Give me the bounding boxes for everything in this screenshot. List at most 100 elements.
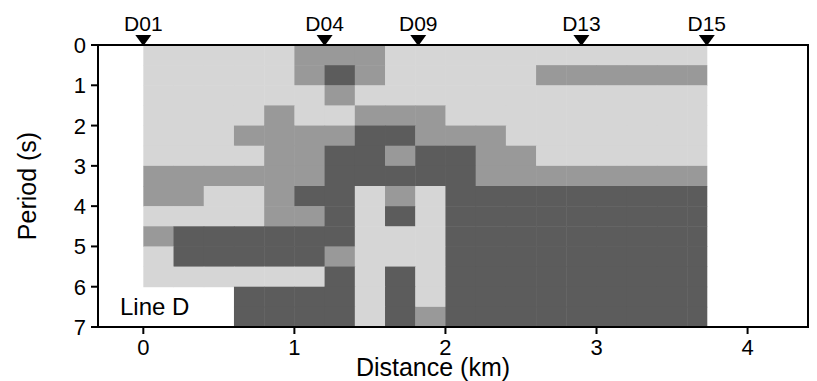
heatmap-cell bbox=[445, 126, 476, 147]
heatmap-cell bbox=[294, 146, 325, 167]
heatmap-cell bbox=[445, 246, 476, 267]
heatmap-cell bbox=[355, 206, 386, 227]
heatmap-cell bbox=[566, 287, 597, 308]
station-marker bbox=[410, 35, 426, 46]
heatmap-cell bbox=[355, 267, 386, 288]
heatmap-cell bbox=[355, 126, 386, 147]
heatmap-cell bbox=[143, 126, 174, 147]
heatmap-cell bbox=[476, 307, 507, 327]
heatmap-cell bbox=[597, 186, 628, 207]
heatmap-cell bbox=[536, 126, 567, 147]
heatmap-cell bbox=[355, 226, 386, 247]
heatmap-cell bbox=[687, 65, 707, 86]
heatmap-cell bbox=[294, 126, 325, 147]
heatmap-cell bbox=[566, 307, 597, 327]
heatmap-cell bbox=[294, 226, 325, 247]
y-tick bbox=[91, 44, 98, 46]
heatmap-cell bbox=[415, 246, 446, 267]
heatmap-cell bbox=[687, 307, 707, 327]
heatmap-cell bbox=[445, 186, 476, 207]
x-tick bbox=[596, 327, 598, 334]
heatmap-cell bbox=[385, 166, 416, 187]
heatmap-cell bbox=[476, 267, 507, 288]
heatmap-cell bbox=[536, 186, 567, 207]
heatmap-cell bbox=[415, 206, 446, 227]
heatmap-cell bbox=[143, 246, 174, 267]
heatmap-cell bbox=[234, 146, 265, 167]
heatmap-cell bbox=[204, 246, 235, 267]
station-marker bbox=[699, 35, 715, 46]
y-tick-label: 5 bbox=[74, 234, 86, 259]
heatmap-cell bbox=[445, 307, 476, 327]
heatmap-cell bbox=[143, 206, 174, 227]
heatmap-cell bbox=[264, 287, 295, 308]
heatmap-cell bbox=[597, 126, 628, 147]
x-axis-label: Distance (km) bbox=[356, 353, 510, 381]
heatmap-cell bbox=[536, 267, 567, 288]
heatmap-cell bbox=[264, 85, 295, 106]
heatmap-cell bbox=[597, 45, 628, 66]
heatmap-cell bbox=[385, 287, 416, 308]
heatmap-cell bbox=[627, 166, 658, 187]
heatmap-cell bbox=[536, 146, 567, 167]
y-axis-label: Period (s) bbox=[13, 132, 41, 240]
heatmap-cell bbox=[325, 287, 356, 308]
heatmap-cell bbox=[687, 267, 707, 288]
heatmap-cell bbox=[174, 186, 205, 207]
heatmap-cell bbox=[174, 267, 205, 288]
station-marker bbox=[135, 35, 151, 46]
heatmap-cell bbox=[627, 146, 658, 167]
heatmap-cell bbox=[294, 246, 325, 267]
heatmap-cell bbox=[536, 166, 567, 187]
heatmap-cell bbox=[234, 65, 265, 86]
heatmap-cell bbox=[385, 246, 416, 267]
heatmap-cell bbox=[385, 45, 416, 66]
heatmap-cell bbox=[325, 246, 356, 267]
heatmap-cell bbox=[627, 186, 658, 207]
heatmap-cell bbox=[204, 206, 235, 227]
heatmap-cell bbox=[506, 146, 537, 167]
heatmap-cell bbox=[355, 85, 386, 106]
heatmap-cell bbox=[476, 186, 507, 207]
heatmap-cell bbox=[627, 206, 658, 227]
heatmap-cell bbox=[506, 166, 537, 187]
heatmap-cell bbox=[476, 206, 507, 227]
heatmap-cell bbox=[234, 126, 265, 147]
station-label: D15 bbox=[688, 12, 727, 35]
heatmap-cell bbox=[355, 186, 386, 207]
y-tick-label: 3 bbox=[74, 154, 86, 179]
heatmap-cell bbox=[597, 85, 628, 106]
heatmap-cell bbox=[445, 267, 476, 288]
heatmap-cell bbox=[355, 246, 386, 267]
heatmap-cell bbox=[355, 166, 386, 187]
heatmap-cell bbox=[234, 186, 265, 207]
heatmap-cell bbox=[627, 65, 658, 86]
heatmap-cell bbox=[385, 105, 416, 126]
heatmap-cell bbox=[627, 126, 658, 147]
heatmap-cell bbox=[355, 105, 386, 126]
heatmap-cell bbox=[506, 226, 537, 247]
heatmap-cell bbox=[325, 85, 356, 106]
x-tick-label: 3 bbox=[590, 335, 602, 360]
heatmap-cell bbox=[415, 267, 446, 288]
heatmap-cell bbox=[294, 65, 325, 86]
heatmap-cell bbox=[204, 267, 235, 288]
heatmap-cell bbox=[657, 246, 688, 267]
heatmap-cell bbox=[355, 65, 386, 86]
heatmap-cell bbox=[385, 126, 416, 147]
heatmap-cell bbox=[325, 267, 356, 288]
heatmap-cell bbox=[597, 105, 628, 126]
heatmap-cell bbox=[174, 105, 205, 126]
heatmap-cell bbox=[506, 267, 537, 288]
y-tick bbox=[91, 165, 98, 167]
y-tick bbox=[91, 245, 98, 247]
heatmap-cell bbox=[325, 126, 356, 147]
heatmap-cell bbox=[687, 246, 707, 267]
heatmap-cell bbox=[597, 206, 628, 227]
y-tick-label: 4 bbox=[74, 194, 86, 219]
heatmap-cell bbox=[264, 146, 295, 167]
heatmap-cell bbox=[415, 186, 446, 207]
heatmap-cell bbox=[234, 206, 265, 227]
heatmap-cell bbox=[385, 186, 416, 207]
heatmap-cell bbox=[627, 307, 658, 327]
